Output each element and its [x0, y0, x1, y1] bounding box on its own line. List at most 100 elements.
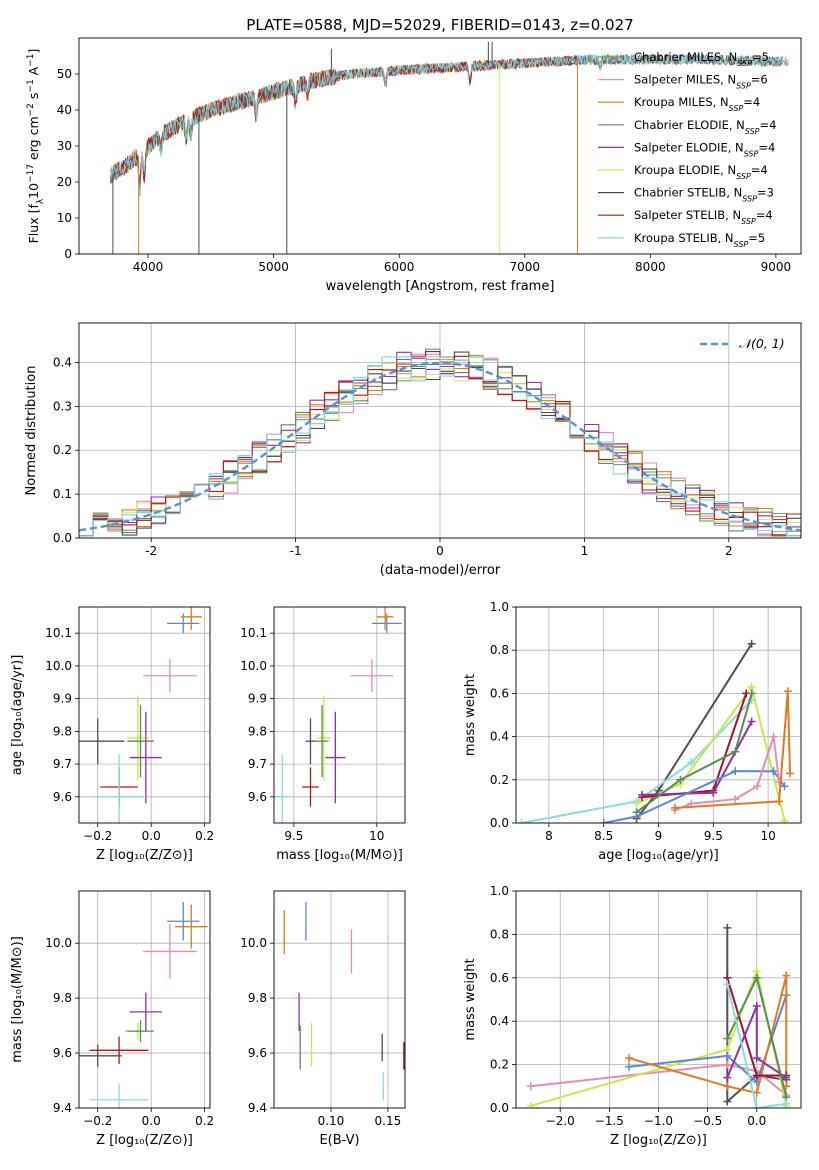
weight-line — [642, 693, 748, 799]
plot-area — [274, 607, 402, 823]
spectrum-legend: Chabrier MILES, NSSP=5 Salpeter MILES, NS… — [598, 50, 776, 248]
errorbar-point — [127, 1020, 154, 1043]
panel-mass-vs-ebv: 0.10 0.15 9.4 9.6 9.8 10.0 E(B-V) — [240, 890, 406, 1148]
weight-marker — [775, 797, 784, 806]
x-tick-label: −1.5 — [595, 1114, 624, 1128]
errorbar-point — [350, 659, 394, 693]
y-tick-label: 0.2 — [490, 773, 509, 787]
x-tick-label: 0.15 — [375, 1114, 402, 1128]
axes-frame — [78, 37, 802, 255]
y-tick-label: 0.0 — [490, 816, 509, 830]
errorbar-point — [143, 659, 197, 693]
y-tick-label: 0.4 — [490, 1014, 509, 1028]
weight-marker — [723, 1073, 732, 1082]
weight-marker — [782, 971, 791, 980]
weight-marker — [517, 819, 526, 823]
x-tick-label: 0.0 — [142, 1114, 161, 1128]
y-tick-label: 10.1 — [45, 626, 72, 640]
errorbar-point — [376, 607, 394, 630]
x-axis-label: Z [log₁₀(Z/Z⊙)] — [96, 1133, 193, 1148]
weight-marker — [782, 1073, 791, 1082]
weight-marker — [752, 1002, 761, 1011]
weight-marker — [775, 777, 784, 786]
weight-marker — [769, 732, 778, 741]
x-tick-label: 7000 — [509, 260, 540, 274]
legend-entry: Salpeter ELODIE, NSSP=4 — [634, 140, 775, 158]
y-tick-label: 9.6 — [248, 790, 267, 804]
y-tick-label: 9.7 — [53, 757, 72, 771]
y-tick-label: 9.4 — [53, 1101, 72, 1115]
x-tick-label: −2.0 — [546, 1114, 575, 1128]
errorbar-point — [92, 754, 146, 823]
x-tick-label: −1.0 — [644, 1114, 673, 1128]
panel-age-vs-Z: −0.2 0.0 0.2 9.6 9.7 9.8 9.9 10.0 10.1 Z [log₁₀(Z… — [10, 606, 214, 863]
x-axis-label: Z [log₁₀(Z/Z⊙)] — [610, 1133, 707, 1148]
y-axis-label: mass weight — [463, 674, 478, 756]
legend-entry: Chabrier STELIB, NSSP=3 — [634, 186, 774, 204]
weight-line — [603, 770, 786, 823]
x-tick-label: 8 — [545, 829, 553, 843]
errorbar-point — [127, 705, 154, 778]
errorbar-point — [79, 1044, 122, 1067]
y-axis-label: mass [log₁₀(M/M⊙)] — [10, 936, 25, 1063]
weight-marker — [599, 819, 608, 823]
x-tick-label: 0.10 — [318, 1114, 345, 1128]
y-tick-label: 10.0 — [45, 936, 72, 950]
plot-area — [526, 923, 791, 1108]
x-tick-label: 0.0 — [747, 1114, 766, 1128]
y-axis-label: Normed distribution — [24, 366, 39, 496]
weight-marker — [747, 639, 756, 648]
x-axis-label: mass [log₁₀(M/M⊙)] — [276, 848, 403, 863]
legend-entry: Kroupa ELODIE, NSSP=4 — [634, 163, 768, 181]
weight-marker — [687, 758, 696, 767]
axes-frame — [78, 322, 802, 539]
y-tick-label: 40 — [57, 103, 72, 117]
panel-mass-weight-vs-age: 8 8.5 9 9.5 10 0.0 0.2 0.4 0.6 0.8 1.0 age [log₁₀(a… — [463, 600, 802, 863]
y-tick-label: 0.2 — [490, 1058, 509, 1072]
plot-area — [283, 901, 405, 1100]
x-tick-label: 9 — [655, 829, 663, 843]
x-tick-label: 0.2 — [195, 1114, 214, 1128]
normal-curve — [79, 361, 801, 532]
weight-marker — [731, 767, 740, 776]
weight-marker — [638, 790, 647, 799]
axes-layer: 4000 5000 6000 7000 8000 900001020304050wavel… — [10, 37, 802, 1148]
weight-marker — [783, 687, 792, 696]
y-tick-label: 9.9 — [248, 692, 267, 706]
x-tick-label: 5000 — [258, 260, 289, 274]
errorbar-point — [167, 901, 200, 941]
x-tick-label: 9000 — [761, 260, 792, 274]
weight-marker — [753, 782, 762, 791]
x-tick-label: 8.5 — [594, 829, 613, 843]
y-tick-label: 0.6 — [490, 971, 509, 985]
weight-marker — [670, 803, 679, 812]
weight-marker — [625, 1054, 634, 1063]
weight-line — [726, 927, 787, 1104]
weight-marker — [709, 788, 718, 797]
x-tick-label: 0.0 — [142, 829, 161, 843]
weight-line — [726, 984, 787, 1108]
spectrum-line — [110, 53, 783, 196]
x-tick-label: 10 — [760, 829, 775, 843]
x-tick-label: 1 — [581, 544, 589, 558]
legend-entry: Kroupa STELIB, NSSP=5 — [634, 231, 765, 249]
panel-mass-vs-Z: −0.2 0.0 0.2 9.4 9.6 9.8 10.0 Z [log₁₀(Z/Z⊙)] ma… — [10, 890, 214, 1148]
weight-marker — [625, 1062, 634, 1071]
weight-marker — [723, 1051, 732, 1060]
x-axis-label: age [log₁₀(age/yr)] — [598, 848, 719, 863]
y-tick-label: 0 — [64, 247, 72, 261]
x-tick-label: 8000 — [635, 260, 666, 274]
weight-line — [521, 699, 753, 823]
legend-entry: Salpeter STELIB, NSSP=4 — [634, 208, 773, 226]
y-tick-label: 0.8 — [490, 927, 509, 941]
x-tick-label: −0.5 — [693, 1114, 722, 1128]
panel-age-vs-mass: 9.5 10 9.6 9.7 9.8 9.9 10.0 10.1 mass [log₁₀(M/M… — [240, 606, 406, 863]
y-tick-label: 0.1 — [53, 487, 72, 501]
errorbar-point — [89, 1036, 149, 1065]
plot-area — [79, 901, 208, 1108]
x-axis-label: wavelength [Angstrom, rest frame] — [326, 279, 555, 294]
y-tick-label: 9.4 — [248, 1101, 267, 1115]
x-tick-label: 10 — [369, 829, 384, 843]
y-tick-label: 10.1 — [240, 626, 267, 640]
y-tick-label: 9.6 — [53, 1046, 72, 1060]
